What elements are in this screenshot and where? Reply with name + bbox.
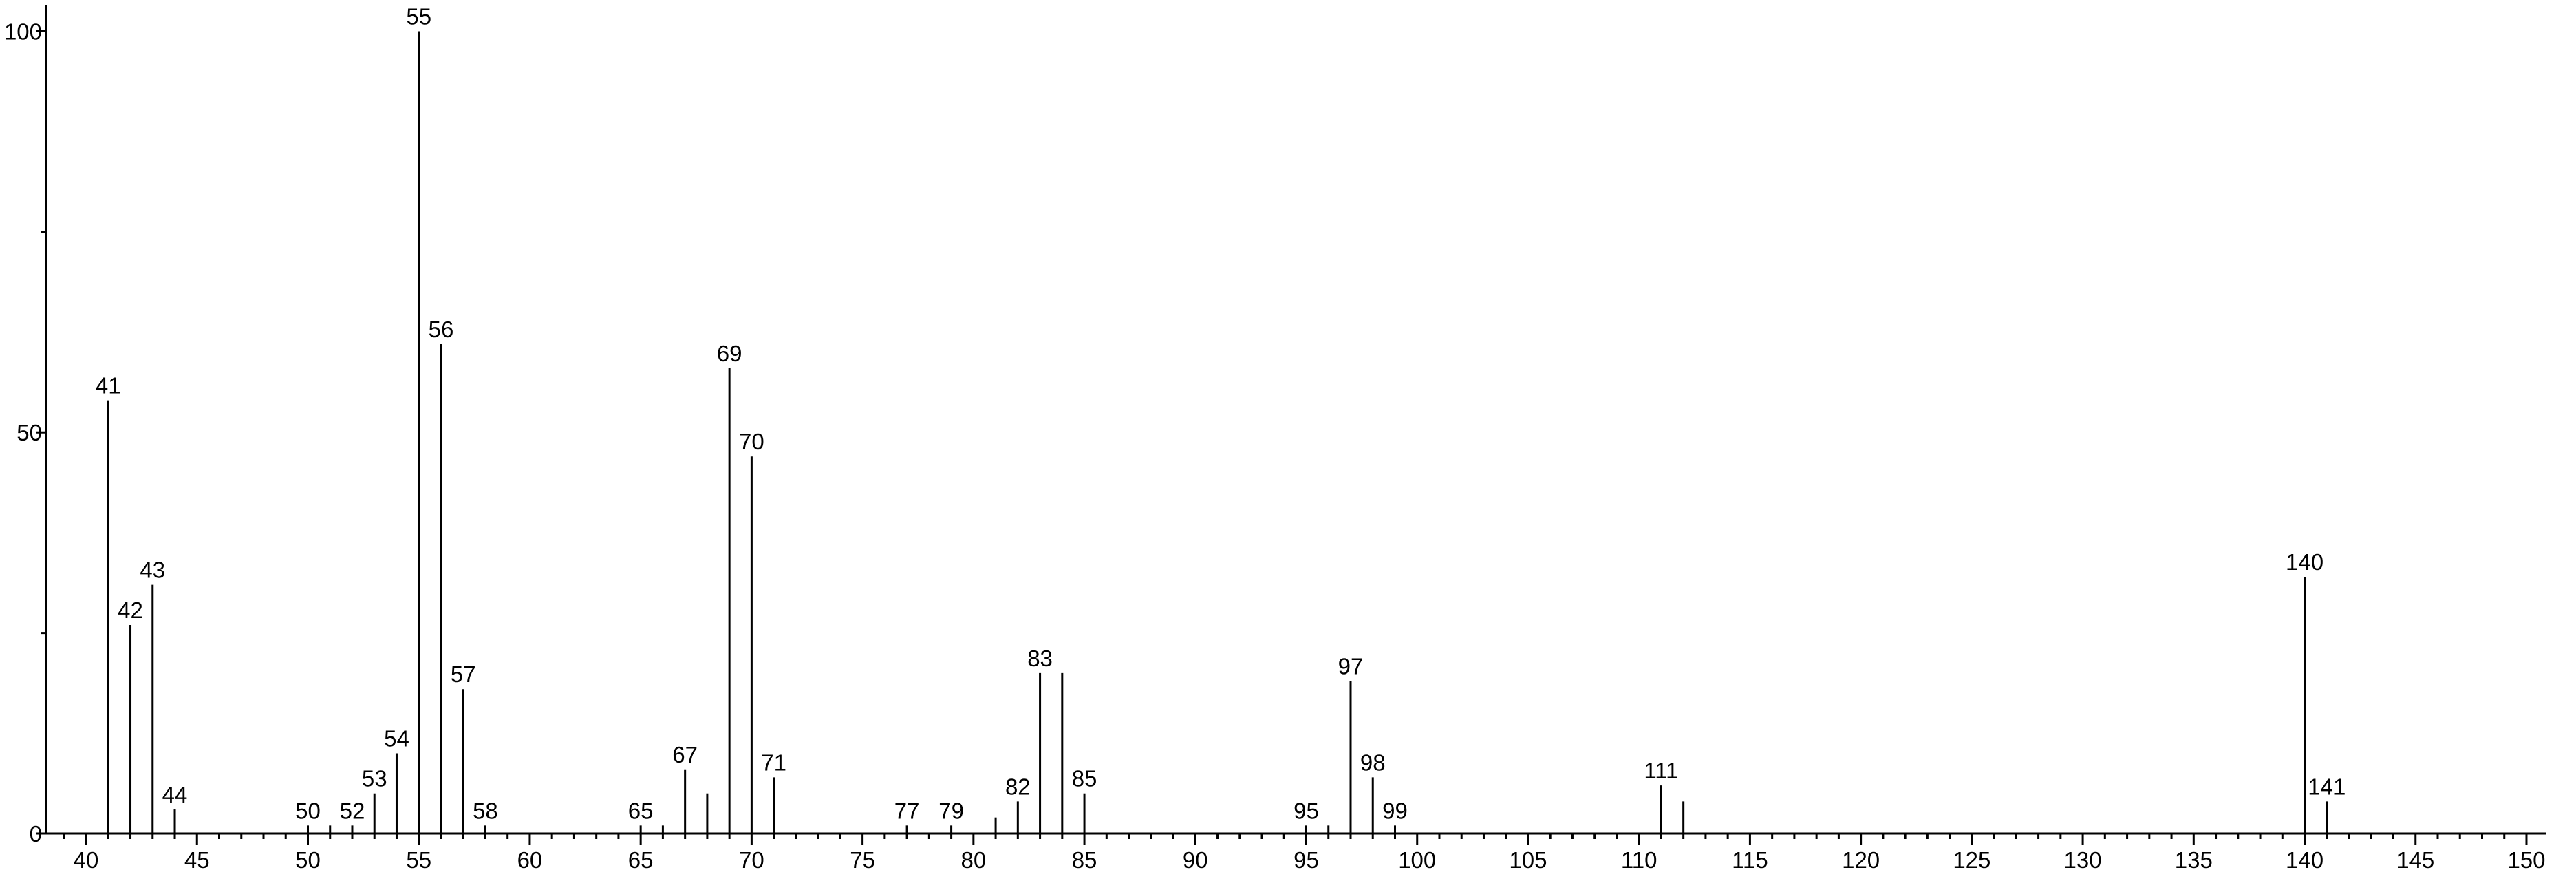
peak-label: 57 (451, 661, 476, 687)
peak-label: 79 (938, 798, 964, 823)
peak-label: 77 (894, 798, 920, 823)
peak-label: 54 (384, 725, 409, 751)
x-tick-label: 140 (2286, 847, 2323, 870)
peak-label: 71 (761, 750, 786, 775)
peak-label: 55 (406, 3, 431, 29)
x-tick-label: 110 (1621, 847, 1657, 870)
y-tick-label: 50 (17, 420, 42, 445)
y-tick-label: 0 (30, 821, 42, 847)
peak-label: 95 (1294, 798, 1319, 823)
peak-label: 42 (118, 597, 143, 623)
peak-label: 98 (1360, 750, 1386, 775)
peak-label: 44 (162, 782, 188, 807)
peak-label: 70 (739, 429, 764, 454)
x-tick-label: 55 (406, 847, 431, 870)
peak-label: 140 (2286, 549, 2323, 575)
peak-label: 43 (140, 558, 165, 583)
x-tick-label: 40 (74, 847, 99, 870)
x-tick-label: 105 (1509, 847, 1547, 870)
y-tick-label: 100 (4, 19, 42, 44)
x-tick-label: 50 (295, 847, 321, 870)
peak-label: 82 (1005, 774, 1031, 799)
x-tick-label: 150 (2507, 847, 2545, 870)
peak-label: 56 (429, 317, 454, 342)
x-tick-label: 45 (184, 847, 210, 870)
peak-label: 97 (1338, 654, 1364, 679)
x-tick-label: 130 (2064, 847, 2102, 870)
x-tick-label: 120 (1842, 847, 1880, 870)
x-tick-label: 70 (739, 847, 764, 870)
x-tick-label: 135 (2175, 847, 2213, 870)
x-tick-label: 125 (1953, 847, 1990, 870)
peak-label: 83 (1027, 646, 1053, 671)
x-tick-label: 60 (517, 847, 543, 870)
peak-label: 67 (672, 742, 698, 767)
x-tick-label: 80 (960, 847, 986, 870)
peak-label: 85 (1072, 766, 1097, 792)
peak-label: 52 (340, 798, 365, 823)
x-tick-label: 90 (1183, 847, 1208, 870)
peak-label: 111 (1644, 758, 1678, 783)
x-tick-label: 100 (1398, 847, 1436, 870)
x-tick-label: 85 (1072, 847, 1097, 870)
x-tick-label: 75 (850, 847, 875, 870)
peak-label: 69 (717, 341, 742, 366)
peak-label: 50 (295, 798, 321, 823)
peak-label: 141 (2308, 774, 2346, 799)
peak-label: 58 (473, 798, 498, 823)
x-tick-label: 65 (628, 847, 654, 870)
x-tick-label: 115 (1732, 847, 1768, 870)
x-tick-label: 95 (1294, 847, 1319, 870)
peak-label: 65 (628, 798, 654, 823)
peak-label: 53 (362, 766, 387, 792)
peak-label: 41 (96, 373, 121, 399)
peak-label: 99 (1382, 798, 1408, 823)
x-tick-label: 145 (2396, 847, 2434, 870)
